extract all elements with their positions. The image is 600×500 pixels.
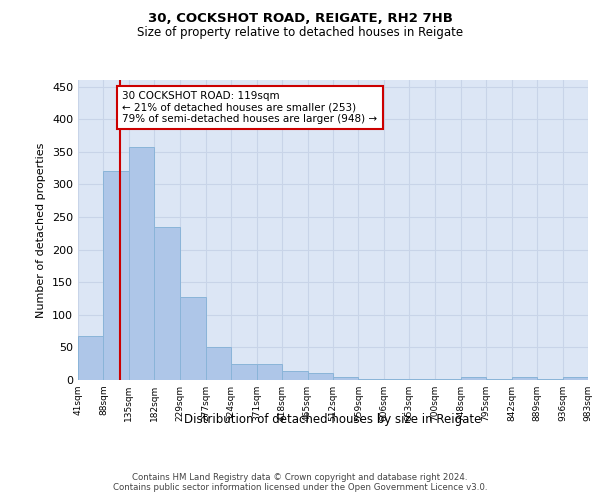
Bar bbox=[282, 371, 308, 380]
Bar bbox=[512, 378, 537, 380]
Bar bbox=[563, 378, 588, 380]
Bar bbox=[257, 364, 282, 380]
Text: Size of property relative to detached houses in Reigate: Size of property relative to detached ho… bbox=[137, 26, 463, 39]
Bar bbox=[308, 374, 333, 380]
Bar bbox=[231, 364, 257, 380]
Bar bbox=[129, 146, 154, 380]
Text: Distribution of detached houses by size in Reigate: Distribution of detached houses by size … bbox=[184, 412, 482, 426]
Text: Contains public sector information licensed under the Open Government Licence v3: Contains public sector information licen… bbox=[113, 484, 487, 492]
Bar bbox=[461, 378, 486, 380]
Y-axis label: Number of detached properties: Number of detached properties bbox=[37, 142, 46, 318]
Bar bbox=[206, 348, 231, 380]
Bar bbox=[78, 336, 103, 380]
Text: 30, COCKSHOT ROAD, REIGATE, RH2 7HB: 30, COCKSHOT ROAD, REIGATE, RH2 7HB bbox=[148, 12, 452, 26]
Bar bbox=[103, 172, 129, 380]
Text: Contains HM Land Registry data © Crown copyright and database right 2024.: Contains HM Land Registry data © Crown c… bbox=[132, 472, 468, 482]
Bar bbox=[180, 297, 206, 380]
Bar bbox=[154, 226, 180, 380]
Text: 30 COCKSHOT ROAD: 119sqm
← 21% of detached houses are smaller (253)
79% of semi-: 30 COCKSHOT ROAD: 119sqm ← 21% of detach… bbox=[122, 91, 377, 124]
Bar bbox=[333, 376, 358, 380]
